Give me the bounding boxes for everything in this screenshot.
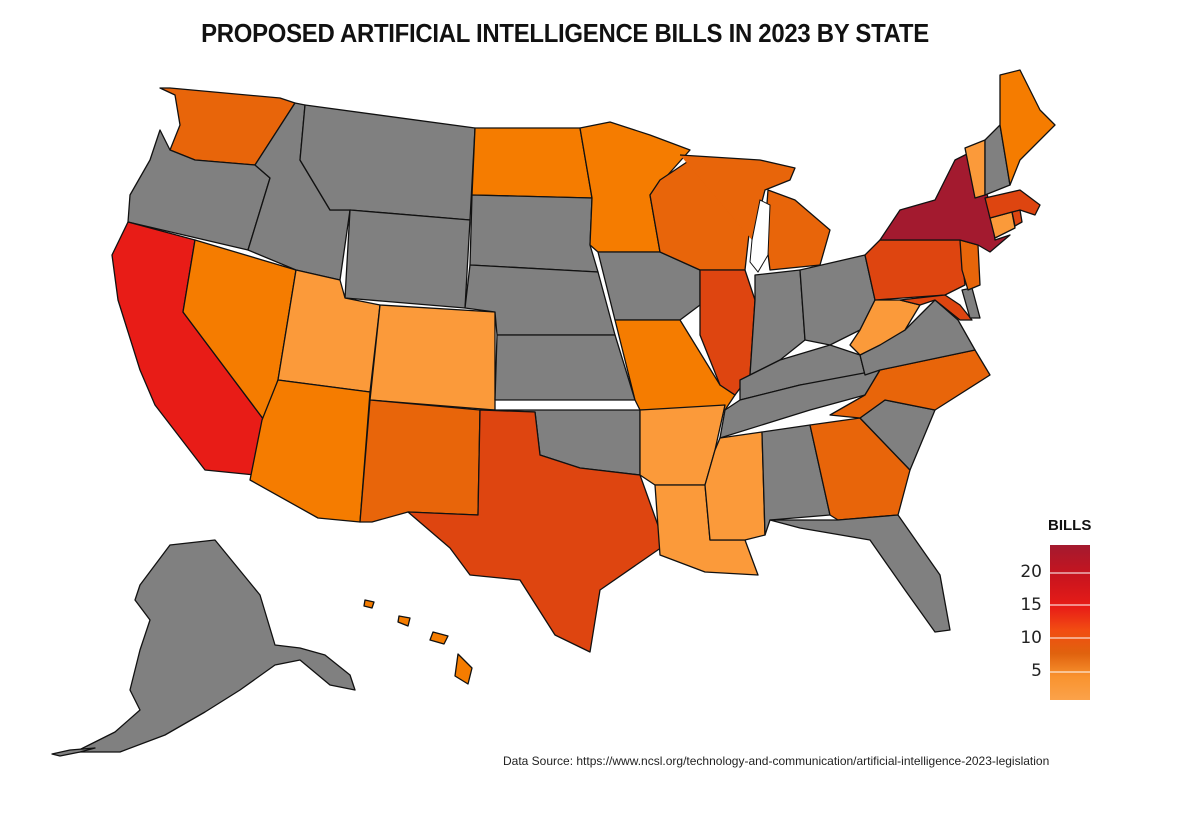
lake-michigan [749,199,771,273]
state-HI[interactable] [454,653,473,685]
state-MT[interactable] [299,104,476,221]
state-WY[interactable] [344,209,471,309]
state-NC[interactable] [829,349,991,419]
legend-tick-label-5: 5 [1031,661,1042,681]
state-AK[interactable] [74,539,356,753]
state-TX[interactable] [407,409,666,653]
state-KS[interactable] [494,334,636,401]
state-AL[interactable] [761,424,831,536]
state-SD[interactable] [469,194,599,273]
legend-title: BILLS [1048,517,1092,534]
state-FL[interactable] [769,514,951,633]
state-PA[interactable] [864,239,966,301]
state-NM[interactable] [359,399,481,523]
legend-tick-label-15: 15 [1020,595,1042,615]
state-ME[interactable] [999,69,1056,186]
map-title: PROPOSED ARTIFICIAL INTELLIGENCE BILLS I… [201,18,929,48]
state-HI-kauai [363,599,375,609]
state-HI-maui [429,631,449,645]
state-AK-island [51,747,96,757]
state-MD[interactable] [899,294,973,321]
state-MA[interactable] [984,189,1041,219]
state-AZ[interactable] [249,379,371,523]
state-MO[interactable] [614,319,736,411]
legend-color-bar [1050,545,1090,700]
data-source-note: Data Source: https://www.ncsl.org/techno… [503,754,1050,768]
state-ND[interactable] [471,127,593,199]
legend-tick-label-10: 10 [1020,628,1042,648]
state-HI-oahu [397,615,411,627]
legend-tick-label-20: 20 [1020,562,1042,582]
state-CO[interactable] [369,304,496,411]
